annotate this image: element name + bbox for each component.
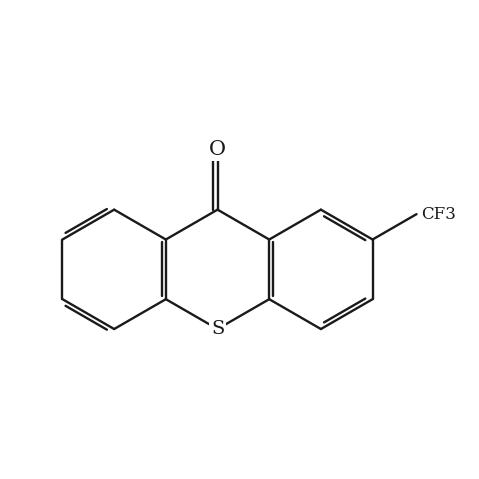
Text: S: S xyxy=(211,320,224,338)
Text: CF3: CF3 xyxy=(422,205,456,223)
Text: O: O xyxy=(209,140,226,160)
